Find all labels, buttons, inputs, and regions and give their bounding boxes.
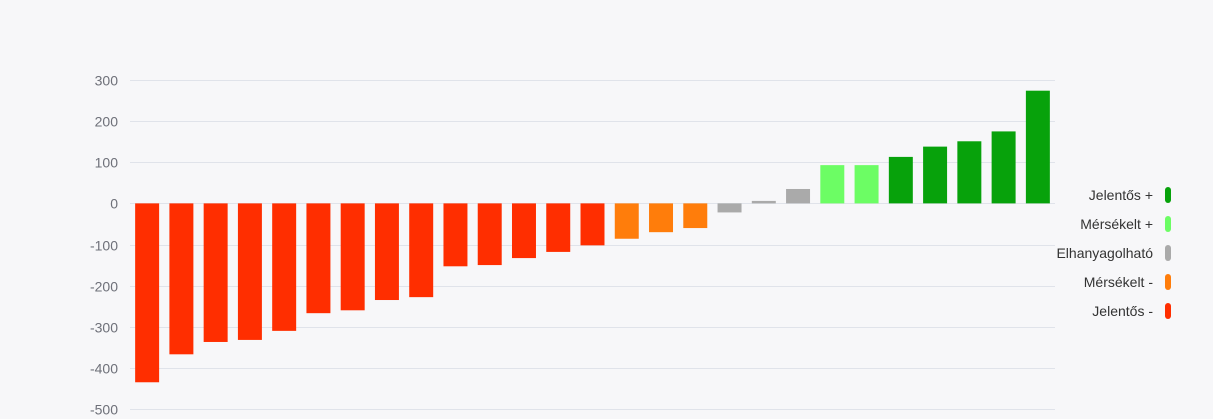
bar[interactable] xyxy=(717,203,742,213)
legend-label: Jelentős + xyxy=(1088,186,1153,203)
bar[interactable] xyxy=(374,203,399,301)
legend-label: Jelentős - xyxy=(1092,302,1153,319)
y-tick-label: 200 xyxy=(95,114,119,130)
legend-label: Elhanyagolható xyxy=(1056,244,1153,261)
legend-item-mersekelt-plus[interactable]: Mérsékelt + xyxy=(1056,209,1171,238)
legend-label: Mérsékelt + xyxy=(1080,215,1153,232)
y-tick-label: -500 xyxy=(90,402,118,418)
bar[interactable] xyxy=(580,203,605,246)
legend-label: Mérsékelt - xyxy=(1083,273,1153,290)
bar[interactable] xyxy=(477,203,502,266)
bar[interactable] xyxy=(991,131,1016,204)
bar[interactable] xyxy=(546,203,571,252)
legend-swatch xyxy=(1165,186,1171,203)
legend-swatch xyxy=(1165,215,1171,232)
y-tick-label: 100 xyxy=(95,155,119,171)
legend-item-mersekelt-minus[interactable]: Mérsékelt - xyxy=(1056,267,1171,296)
bar[interactable] xyxy=(957,141,982,204)
bar[interactable] xyxy=(272,203,297,331)
bars xyxy=(135,90,1050,383)
bar[interactable] xyxy=(306,203,331,314)
bar[interactable] xyxy=(614,203,639,239)
bar[interactable] xyxy=(237,203,262,340)
legend-swatch xyxy=(1165,273,1171,290)
y-tick-label: -300 xyxy=(90,320,118,336)
bar[interactable] xyxy=(751,200,776,204)
legend-item-jelentos-minus[interactable]: Jelentős - xyxy=(1056,296,1171,325)
legend-item-elhanyagolhato[interactable]: Elhanyagolható xyxy=(1056,238,1171,267)
legend-swatch xyxy=(1165,302,1171,319)
y-tick-label: 0 xyxy=(110,196,118,212)
bar[interactable] xyxy=(135,203,160,383)
y-axis-tick-labels: 300 200 100 0 -100 -200 -300 -400 -500 xyxy=(90,73,118,418)
bar[interactable] xyxy=(1025,90,1050,204)
bar[interactable] xyxy=(786,188,811,204)
bar[interactable] xyxy=(511,203,536,259)
bar[interactable] xyxy=(683,203,708,229)
y-tick-label: -200 xyxy=(90,279,118,295)
bar[interactable] xyxy=(340,203,365,311)
y-tick-label: 300 xyxy=(95,73,119,89)
bar[interactable] xyxy=(443,203,468,267)
bar[interactable] xyxy=(923,146,948,204)
bar[interactable] xyxy=(203,203,228,342)
bar[interactable] xyxy=(820,165,845,204)
y-tick-label: -100 xyxy=(90,238,118,254)
legend-item-jelentos-plus[interactable]: Jelentős + xyxy=(1056,180,1171,209)
bar[interactable] xyxy=(409,203,434,298)
y-tick-label: -400 xyxy=(90,361,118,377)
bar[interactable] xyxy=(888,156,913,204)
legend: Jelentős + Mérsékelt + Elhanyagolható Mé… xyxy=(1056,180,1171,325)
bar[interactable] xyxy=(169,203,194,355)
bar[interactable] xyxy=(649,203,674,233)
bar[interactable] xyxy=(854,165,879,204)
legend-swatch xyxy=(1165,244,1171,261)
